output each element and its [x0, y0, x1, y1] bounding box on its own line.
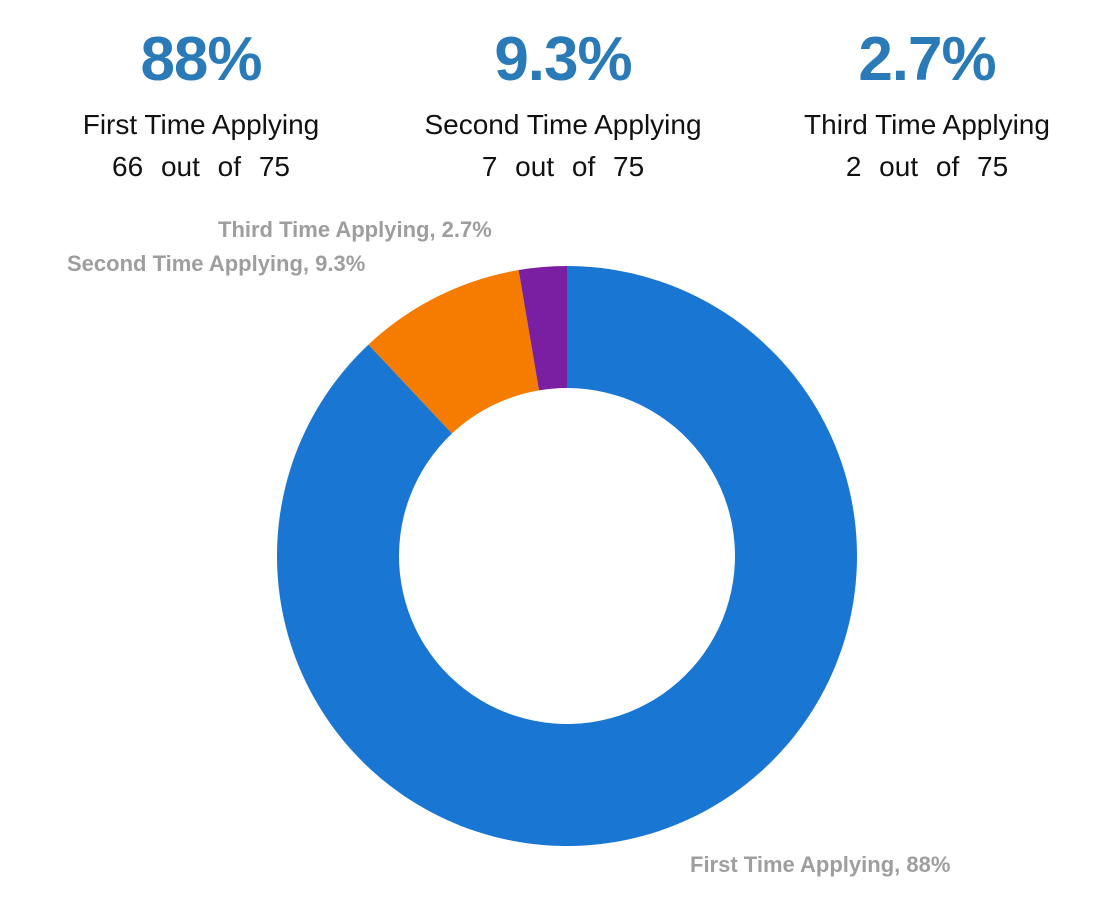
stat-count: 2 out of 75 [747, 150, 1107, 184]
count: 66 [112, 151, 144, 182]
stat-third-time: 2.7% Third Time Applying 2 out of 75 [747, 22, 1107, 184]
slice-third-time [518, 266, 567, 391]
data-label-first: First Time Applying, 88% [690, 852, 950, 877]
stat-percent: 2.7% [858, 25, 996, 94]
count: 7 [481, 151, 498, 182]
out-of: out of [160, 151, 242, 182]
stat-count: 7 out of 75 [383, 150, 743, 184]
stat-percent: 88% [140, 25, 262, 94]
stat-label: First Time Applying [82, 109, 320, 140]
data-label-third: Third Time Applying, 2.7% [218, 217, 492, 242]
total: 75 [977, 151, 1009, 182]
data-label-second: Second Time Applying, 9.3% [67, 251, 365, 276]
slice-second-time [368, 270, 539, 434]
stat-label: Second Time Applying [424, 109, 702, 140]
out-of: out of [879, 151, 960, 182]
total: 75 [613, 151, 645, 182]
slice-first-time [276, 266, 858, 846]
stat-first-time: 88% First Time Applying 66 out of 75 [21, 22, 381, 184]
out-of: out of [515, 151, 596, 182]
stat-count: 66 out of 75 [21, 150, 381, 184]
stat-percent: 9.3% [494, 25, 632, 94]
stat-second-time: 9.3% Second Time Applying 7 out of 75 [383, 22, 743, 184]
stat-label: Third Time Applying [804, 109, 1050, 140]
total: 75 [258, 151, 290, 182]
count: 2 [845, 151, 862, 182]
